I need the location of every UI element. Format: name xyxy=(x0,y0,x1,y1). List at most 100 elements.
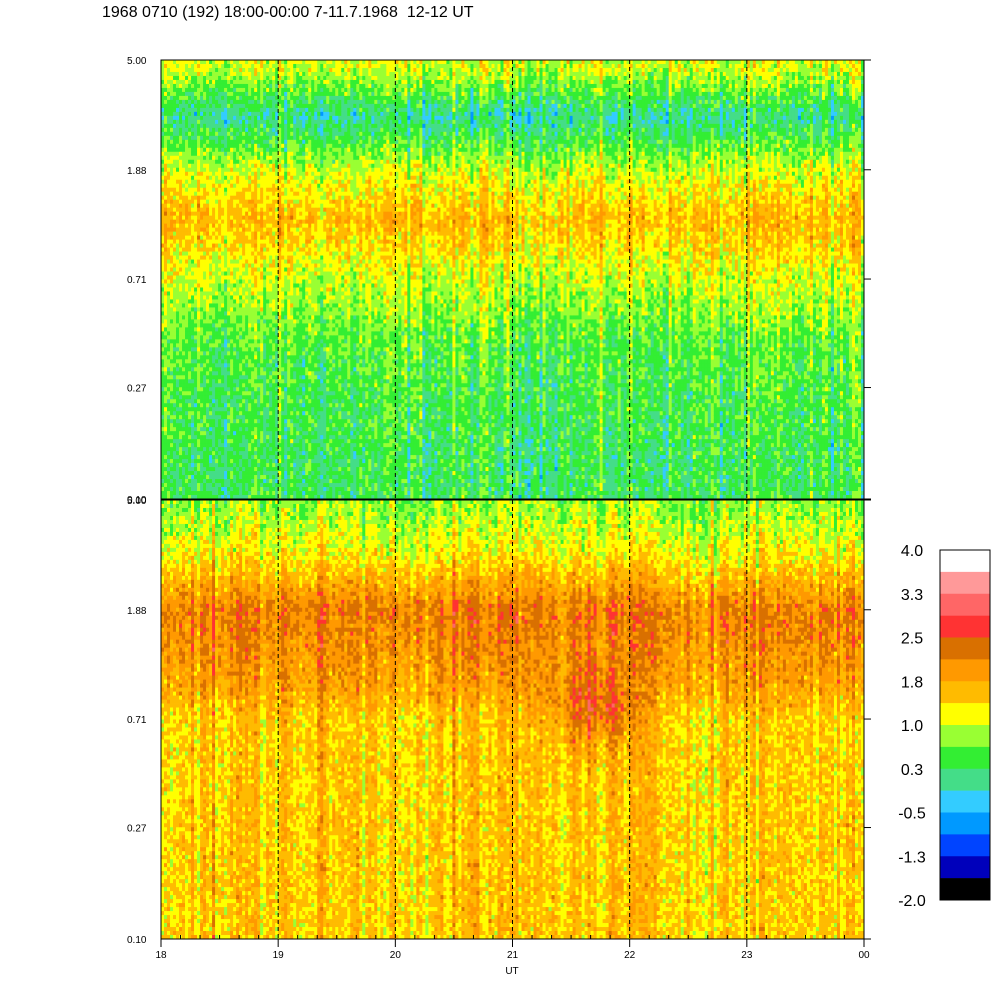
heatmap-cell xyxy=(227,339,231,344)
heatmap-cell xyxy=(284,291,288,296)
heatmap-cell xyxy=(197,267,201,272)
heatmap-cell xyxy=(266,163,270,169)
heatmap-cell xyxy=(287,247,291,252)
heatmap-cell xyxy=(260,175,264,181)
heatmap-cell xyxy=(269,207,273,213)
heatmap-cell xyxy=(272,123,276,129)
heatmap-cell xyxy=(278,143,282,149)
heatmap-cell xyxy=(224,283,228,288)
heatmap-cell xyxy=(269,387,273,392)
heatmap-cell xyxy=(215,167,219,173)
heatmap-cell xyxy=(260,359,264,364)
heatmap-cell xyxy=(206,67,210,73)
heatmap-cell xyxy=(248,483,252,488)
heatmap-cell xyxy=(287,299,291,304)
heatmap-cell xyxy=(227,235,231,240)
heatmap-cell xyxy=(245,99,249,105)
heatmap-cell xyxy=(206,103,210,109)
heatmap-cell xyxy=(194,203,198,209)
heatmap-cell xyxy=(170,351,174,356)
heatmap-cell xyxy=(170,495,174,500)
heatmap-cell xyxy=(221,199,225,205)
heatmap-cell xyxy=(278,99,282,105)
heatmap-cell xyxy=(197,103,201,109)
heatmap-cell xyxy=(188,335,192,340)
heatmap-cell xyxy=(209,195,213,201)
heatmap-cell xyxy=(269,191,273,197)
heatmap-cell xyxy=(281,491,285,496)
heatmap-cell xyxy=(293,467,297,472)
heatmap-cell xyxy=(275,219,279,225)
heatmap-cell xyxy=(269,291,273,296)
heatmap-cell xyxy=(263,163,267,169)
heatmap-cell xyxy=(212,107,216,113)
heatmap-cell xyxy=(293,263,297,268)
heatmap-cell xyxy=(182,127,186,133)
heatmap-cell xyxy=(188,95,192,101)
heatmap-cell xyxy=(182,407,186,412)
heatmap-cell xyxy=(188,323,192,328)
heatmap-cell xyxy=(287,199,291,205)
heatmap-cell xyxy=(221,283,225,288)
heatmap-cell xyxy=(164,267,168,272)
heatmap-cell xyxy=(203,435,207,440)
heatmap-cell xyxy=(272,267,276,272)
heatmap-cell xyxy=(239,171,243,177)
heatmap-cell xyxy=(248,291,252,296)
heatmap-cell xyxy=(266,71,270,77)
heatmap-cell xyxy=(251,119,255,125)
heatmap-cell xyxy=(218,343,222,348)
heatmap-cell xyxy=(245,195,249,201)
heatmap-cell xyxy=(194,175,198,181)
heatmap-cell xyxy=(188,343,192,348)
heatmap-cell xyxy=(233,60,237,65)
heatmap-cell xyxy=(233,239,237,244)
heatmap-cell xyxy=(233,343,237,348)
heatmap-cell xyxy=(185,423,189,428)
heatmap-cell xyxy=(173,263,177,268)
heatmap-cell xyxy=(221,119,225,125)
heatmap-cell xyxy=(209,251,213,256)
heatmap-cell xyxy=(236,403,240,408)
heatmap-cell xyxy=(251,235,255,240)
heatmap-cell xyxy=(182,163,186,169)
heatmap-cell xyxy=(161,359,165,364)
heatmap-cell xyxy=(233,307,237,312)
heatmap-cell xyxy=(242,291,246,296)
heatmap-cell xyxy=(200,319,204,324)
heatmap-cell xyxy=(281,339,285,344)
heatmap-cell xyxy=(206,211,210,217)
heatmap-cell xyxy=(293,215,297,221)
heatmap-cell xyxy=(212,71,216,77)
heatmap-cell xyxy=(182,251,186,256)
heatmap-cell xyxy=(209,407,213,412)
heatmap-cell xyxy=(167,171,171,177)
heatmap-cell xyxy=(161,467,165,472)
heatmap-cell xyxy=(245,203,249,209)
heatmap-cell xyxy=(206,403,210,408)
heatmap-cell xyxy=(203,147,207,153)
heatmap-cell xyxy=(248,175,252,181)
heatmap-cell xyxy=(218,315,222,320)
heatmap-cell xyxy=(251,247,255,252)
heatmap-cell xyxy=(245,267,249,272)
heatmap-cell xyxy=(197,387,201,392)
heatmap-cell xyxy=(224,227,228,233)
heatmap-cell xyxy=(254,347,258,352)
heatmap-cell xyxy=(227,147,231,153)
heatmap-cell xyxy=(251,403,255,408)
heatmap-cell xyxy=(167,207,171,213)
heatmap-cell xyxy=(167,107,171,113)
heatmap-cell xyxy=(275,251,279,256)
heatmap-cell xyxy=(290,475,294,480)
heatmap-cell xyxy=(233,419,237,424)
heatmap-cell xyxy=(293,235,297,240)
heatmap-cell xyxy=(206,495,210,500)
heatmap-cell xyxy=(287,427,291,432)
heatmap-cell xyxy=(248,447,252,452)
heatmap-cell xyxy=(182,183,186,189)
heatmap-cell xyxy=(281,427,285,432)
heatmap-cell xyxy=(179,215,183,221)
heatmap-cell xyxy=(197,259,201,264)
heatmap-cell xyxy=(236,487,240,492)
